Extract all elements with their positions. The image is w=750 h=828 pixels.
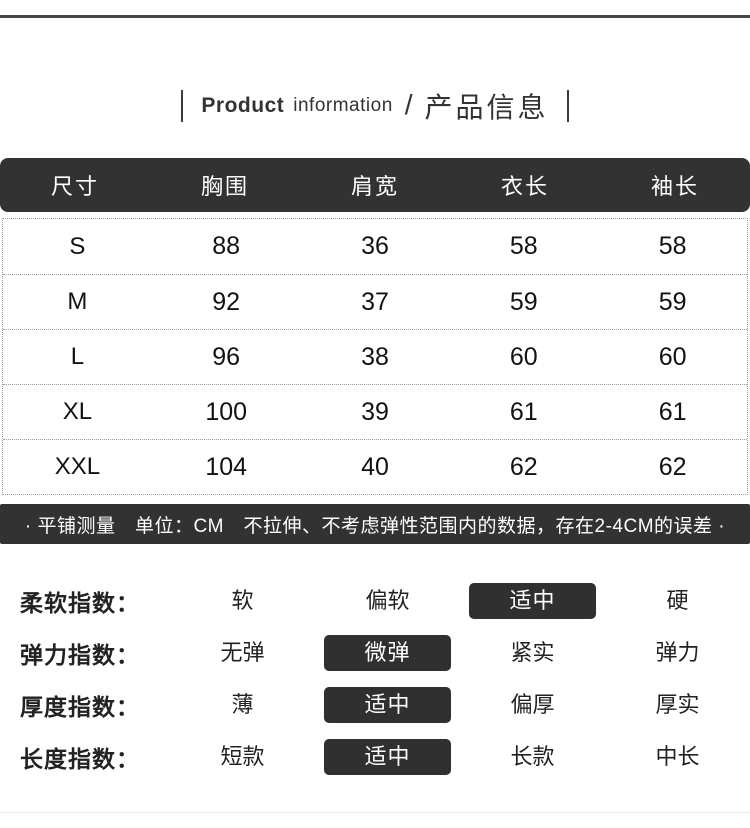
length-cell: 58 (509, 232, 538, 260)
index-option-cell: 中长 (605, 739, 750, 775)
index-option: 中长 (655, 744, 700, 769)
index-option: 微弹 (324, 635, 451, 671)
index-row: 厚度指数： 薄 适中 偏厚 厚实 (0, 687, 750, 723)
index-option-cell: 微弹 (315, 635, 460, 671)
column-header: 胸围 (200, 174, 249, 199)
shoulder-cell: 39 (361, 397, 389, 426)
title-chinese: 产品信息 (424, 92, 549, 123)
index-option-cell: 短款 (170, 739, 315, 775)
chest-cell: 92 (212, 287, 241, 316)
index-label: 弹力指数： (20, 642, 140, 668)
index-option-cell: 适中 (315, 687, 460, 723)
size-cell: M (67, 288, 88, 315)
size-row: M 92 37 59 59 (3, 274, 747, 329)
size-cell: S (69, 232, 86, 260)
index-option: 软 (231, 588, 254, 613)
top-divider (0, 15, 750, 18)
size-row: S 88 36 58 58 (3, 219, 747, 274)
sleeve-cell: 59 (658, 287, 687, 316)
index-option: 适中 (324, 739, 451, 775)
column-header: 尺寸 (50, 174, 99, 199)
measurement-note: · 平铺测量 单位：CM 不拉伸、不考虑弹性范围内的数据，存在2-4CM的误差 … (0, 504, 750, 544)
index-section: 柔软指数： 软 偏软 适中 硬 弹力指数： 无弹 微弹 紧实 (0, 583, 750, 791)
index-row: 长度指数： 短款 适中 长款 中长 (0, 739, 750, 775)
index-option: 厚实 (655, 692, 700, 717)
index-option-cell: 偏厚 (460, 687, 605, 723)
section-title: Product information / 产品信息 (0, 86, 750, 126)
shoulder-cell: 36 (361, 232, 389, 260)
shoulder-cell: 38 (361, 342, 389, 371)
shoulder-cell: 40 (361, 452, 389, 481)
index-label: 长度指数： (20, 746, 140, 772)
index-row: 柔软指数： 软 偏软 适中 硬 (0, 583, 750, 619)
index-option-cell: 紧实 (460, 635, 605, 671)
index-label: 柔软指数： (20, 590, 140, 616)
sleeve-cell: 61 (658, 397, 687, 426)
length-cell: 60 (509, 342, 538, 371)
index-option-cell: 适中 (315, 739, 460, 775)
length-cell: 59 (509, 287, 538, 316)
index-option: 长款 (510, 744, 555, 769)
size-row: XL 100 39 61 61 (3, 384, 747, 439)
column-header: 肩宽 (350, 174, 399, 199)
index-option-cell: 偏软 (315, 583, 460, 619)
title-english-bold: Product (201, 94, 285, 117)
size-row: L 96 38 60 60 (3, 329, 747, 384)
index-option-cell: 厚实 (605, 687, 750, 723)
length-cell: 62 (509, 452, 538, 481)
column-header: 袖长 (650, 174, 699, 199)
title-right-bar (566, 90, 569, 122)
index-option-cell: 硬 (605, 583, 750, 619)
index-option: 适中 (469, 583, 596, 619)
title-slash: / (404, 89, 413, 120)
index-option-cell: 长款 (460, 739, 605, 775)
chest-cell: 88 (212, 232, 241, 260)
index-option: 弹力 (655, 640, 700, 665)
title-left-bar (181, 90, 184, 122)
index-option: 硬 (666, 588, 689, 613)
index-option: 偏软 (365, 588, 410, 613)
index-option: 紧实 (510, 640, 555, 665)
index-option-cell: 无弹 (170, 635, 315, 671)
bottom-divider (0, 812, 750, 813)
size-table-header: 尺寸 胸围 肩宽 衣长 袖长 (0, 158, 750, 212)
length-cell: 61 (509, 397, 538, 426)
chest-cell: 96 (212, 342, 241, 371)
chest-cell: 104 (205, 452, 248, 481)
index-option: 无弹 (220, 640, 265, 665)
sleeve-cell: 60 (658, 342, 687, 371)
index-option: 薄 (231, 692, 254, 717)
size-cell: L (70, 343, 85, 370)
index-label: 厚度指数： (20, 694, 140, 720)
index-option-cell: 软 (170, 583, 315, 619)
size-row: XXL 104 40 62 62 (3, 439, 747, 494)
chest-cell: 100 (205, 397, 248, 426)
index-option-cell: 弹力 (605, 635, 750, 671)
size-cell: XL (62, 398, 93, 425)
index-option: 适中 (324, 687, 451, 723)
column-header: 衣长 (500, 174, 549, 199)
index-row: 弹力指数： 无弹 微弹 紧实 弹力 (0, 635, 750, 671)
title-english-regular: information (293, 95, 393, 116)
section-title-text: Product information / 产品信息 (201, 86, 548, 126)
size-cell: XXL (54, 453, 101, 480)
index-option-cell: 适中 (460, 583, 605, 619)
shoulder-cell: 37 (361, 287, 389, 316)
index-option: 偏厚 (510, 692, 555, 717)
index-option: 短款 (220, 744, 265, 769)
sleeve-cell: 62 (658, 452, 687, 481)
sleeve-cell: 58 (658, 232, 687, 260)
index-option-cell: 薄 (170, 687, 315, 723)
size-table-body: S 88 36 58 58 M 92 37 59 59 L 96 38 60 6… (2, 218, 748, 495)
